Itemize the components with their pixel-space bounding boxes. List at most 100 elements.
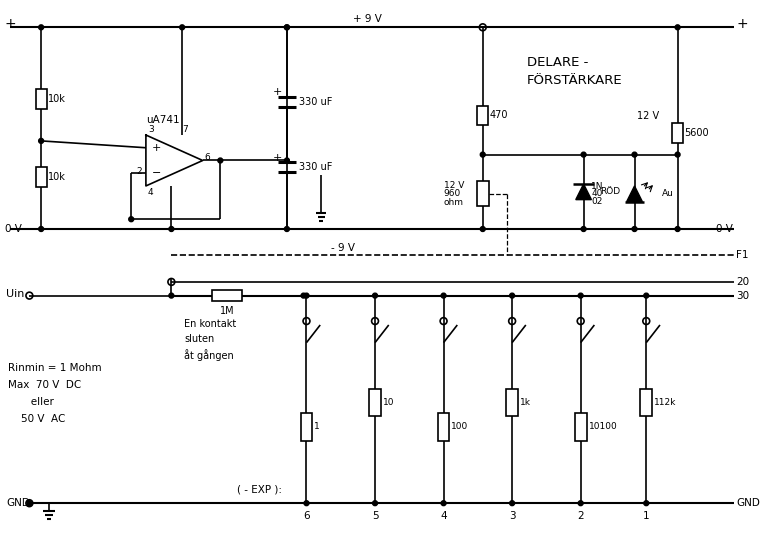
Bar (36, 167, 46, 187)
Bar (369, 388, 381, 416)
Circle shape (372, 501, 378, 506)
Circle shape (284, 25, 290, 30)
Text: +: + (273, 87, 283, 97)
Circle shape (581, 227, 586, 232)
Polygon shape (576, 184, 591, 199)
Circle shape (304, 501, 309, 506)
Text: 112k: 112k (654, 398, 676, 407)
Circle shape (39, 25, 43, 30)
Bar (477, 106, 488, 125)
Text: 1k: 1k (520, 398, 531, 407)
Text: 330 uF: 330 uF (299, 162, 332, 172)
Polygon shape (627, 186, 642, 202)
Bar (213, 290, 242, 301)
Text: ohm: ohm (444, 198, 464, 207)
Circle shape (284, 25, 290, 30)
Text: Rinmin = 1 Mohm: Rinmin = 1 Mohm (8, 363, 101, 373)
Circle shape (179, 25, 185, 30)
Text: +: + (152, 143, 161, 153)
Bar (438, 413, 449, 440)
Text: 10: 10 (383, 398, 394, 407)
Circle shape (39, 227, 43, 232)
Circle shape (675, 227, 680, 232)
Circle shape (644, 501, 649, 506)
Circle shape (675, 25, 680, 30)
Circle shape (510, 501, 515, 506)
Text: +: + (736, 17, 748, 32)
Text: GND: GND (6, 498, 30, 508)
Text: Au: Au (662, 189, 674, 198)
Text: Max  70 V  DC: Max 70 V DC (8, 379, 81, 389)
Text: 4: 4 (440, 511, 447, 521)
Text: +: + (273, 152, 283, 162)
Text: 100: 100 (451, 422, 469, 432)
Circle shape (284, 158, 290, 163)
Bar (301, 413, 312, 440)
Text: + 9 V: + 9 V (353, 14, 382, 24)
Circle shape (441, 501, 446, 506)
Circle shape (218, 158, 223, 163)
Circle shape (284, 227, 290, 232)
Text: 50 V  AC: 50 V AC (8, 414, 65, 424)
Text: eller: eller (8, 397, 54, 407)
Circle shape (480, 227, 485, 232)
Text: 10k: 10k (48, 94, 66, 104)
Text: 10100: 10100 (588, 422, 617, 432)
Bar (36, 89, 46, 109)
Circle shape (578, 293, 583, 298)
Text: 0 V: 0 V (716, 224, 733, 234)
Bar (641, 388, 652, 416)
Circle shape (632, 152, 637, 157)
Bar (672, 124, 683, 143)
Circle shape (169, 293, 174, 298)
Text: 02: 02 (591, 197, 603, 206)
Text: 5600: 5600 (685, 128, 709, 138)
Text: uA741: uA741 (146, 115, 179, 125)
Circle shape (644, 293, 649, 298)
Circle shape (632, 227, 637, 232)
Text: 3: 3 (148, 125, 154, 134)
Circle shape (372, 293, 378, 298)
Circle shape (27, 501, 32, 506)
Text: GND: GND (736, 498, 760, 508)
Text: 1N: 1N (591, 182, 604, 192)
Text: DELARE -: DELARE - (527, 56, 588, 69)
Text: −: − (152, 168, 161, 178)
Text: 4: 4 (148, 188, 154, 197)
Text: åt gången: åt gången (184, 350, 234, 361)
Text: 10k: 10k (48, 172, 66, 182)
Text: 0 V: 0 V (5, 224, 22, 234)
Circle shape (480, 152, 485, 157)
Text: ( - EXP ):: ( - EXP ): (237, 485, 282, 495)
Circle shape (578, 501, 583, 506)
Bar (477, 181, 489, 207)
Text: 1: 1 (643, 511, 650, 521)
Text: RÖD: RÖD (600, 187, 620, 196)
Text: 330 uF: 330 uF (299, 97, 332, 107)
Circle shape (128, 217, 134, 222)
Circle shape (304, 293, 309, 298)
Text: +: + (5, 17, 17, 32)
Bar (506, 388, 518, 416)
Text: 5: 5 (372, 511, 378, 521)
Text: 30: 30 (736, 291, 749, 301)
Text: En kontakt: En kontakt (184, 319, 236, 329)
Circle shape (441, 293, 446, 298)
Bar (575, 413, 587, 440)
Circle shape (510, 293, 515, 298)
Circle shape (301, 293, 306, 298)
Text: 6: 6 (204, 153, 211, 162)
Circle shape (39, 138, 43, 143)
Text: 6: 6 (303, 511, 310, 521)
Text: 7: 7 (182, 125, 188, 134)
Text: 12 V: 12 V (444, 182, 464, 191)
Circle shape (169, 227, 174, 232)
Circle shape (581, 152, 586, 157)
Text: 12 V: 12 V (637, 111, 659, 121)
Text: 1M: 1M (220, 306, 235, 316)
Text: Uin: Uin (6, 289, 24, 299)
Text: 470: 470 (489, 110, 508, 120)
Text: - 9 V: - 9 V (331, 243, 355, 253)
Text: FÖRSTÄRKARE: FÖRSTÄRKARE (527, 74, 622, 86)
Text: 40: 40 (591, 189, 603, 198)
